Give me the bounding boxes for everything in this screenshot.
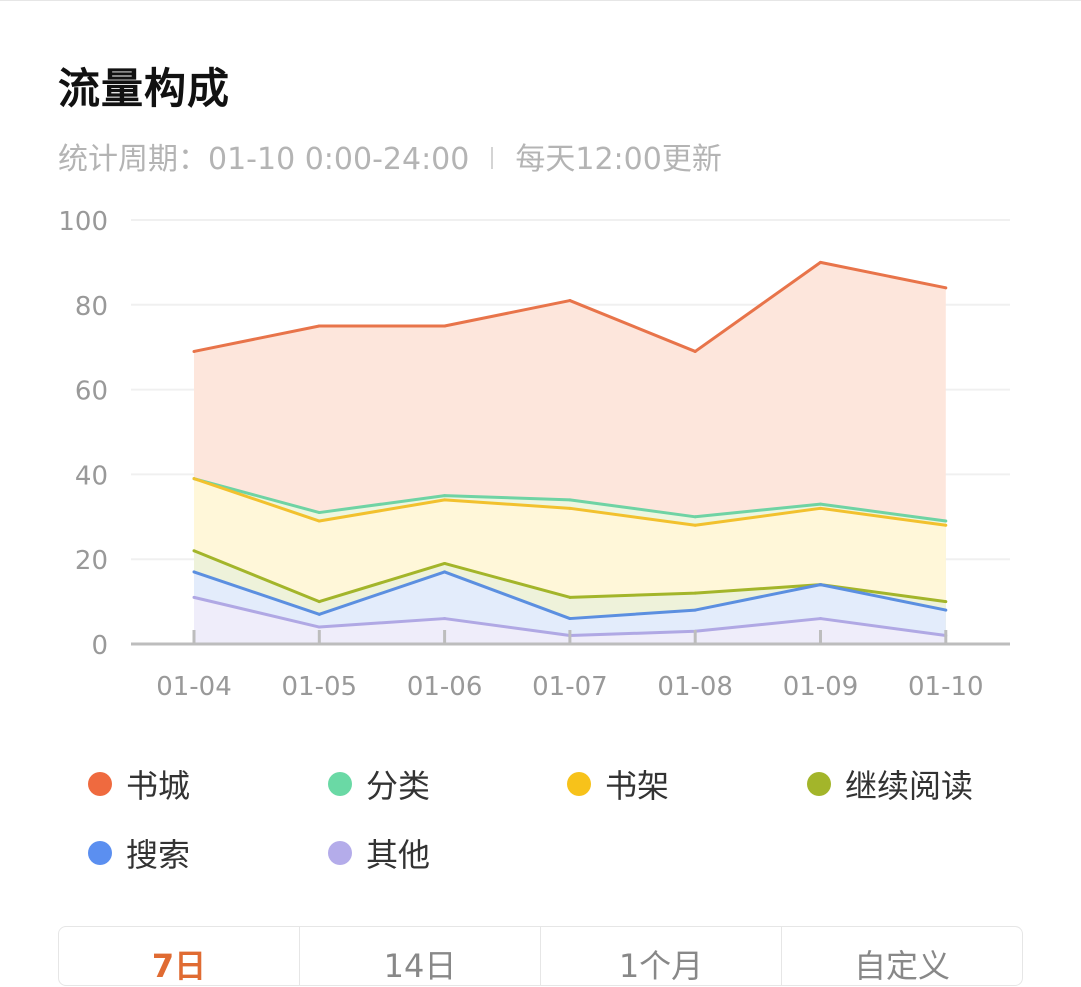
point-series-4-0: [192, 570, 196, 574]
x-tick-label-0: 01-04: [156, 672, 232, 702]
legend-dot-sousuo: [88, 841, 112, 865]
point-series-4-1: [317, 612, 321, 616]
point-series-0-6: [944, 286, 948, 290]
point-series-3-2: [443, 561, 447, 565]
x-tick-label-6: 01-10: [908, 672, 984, 702]
area-fill-series-5: [194, 597, 946, 644]
point-series-2-2: [443, 498, 447, 502]
point-series-0-4: [693, 349, 697, 353]
y-tick-label-20: 20: [75, 546, 108, 576]
point-series-1-3: [568, 498, 572, 502]
point-series-4-2: [443, 570, 447, 574]
point-series-5-1: [317, 625, 321, 629]
legend-dot-jixuyuedu: [807, 772, 831, 796]
tab-1-month[interactable]: 1个月: [541, 927, 782, 985]
point-series-4-3: [568, 617, 572, 621]
legend-label-fenlei: 分类: [366, 767, 431, 805]
tab-custom[interactable]: 自定义: [853, 947, 950, 985]
x-tick-label-3: 01-07: [532, 672, 608, 702]
x-tick-label-4: 01-08: [657, 672, 733, 702]
point-series-3-1: [317, 600, 321, 604]
point-series-2-3: [568, 506, 572, 510]
y-tick-label-60: 60: [75, 377, 108, 407]
legend-label-qita: 其他: [366, 836, 431, 874]
legend-item-sousuo[interactable]: 搜索: [88, 829, 190, 877]
legend-dot-qita: [328, 841, 352, 865]
stats-period-text: 统计周期：01-10 0:00-24:00: [58, 142, 470, 177]
top-divider: [0, 0, 1081, 1]
legend-dot-shucheng: [88, 772, 112, 796]
point-series-3-6: [944, 600, 948, 604]
tab-7-days[interactable]: 7日: [59, 927, 300, 985]
point-series-2-6: [944, 523, 948, 527]
legend-label-shujia: 书架: [605, 767, 670, 805]
point-series-1-2: [443, 494, 447, 498]
point-series-3-3: [568, 595, 572, 599]
point-series-1-4: [693, 515, 697, 519]
subtitle-separator: [491, 146, 494, 169]
point-series-5-5: [819, 617, 822, 621]
point-series-2-5: [819, 506, 822, 510]
legend-item-shucheng[interactable]: 书城: [88, 760, 190, 808]
point-series-0-2: [443, 324, 447, 328]
point-series-2-4: [693, 523, 697, 527]
y-tick-label-0: 0: [91, 631, 108, 661]
period-tabs: 7日 14日 1个月 自定义: [58, 926, 1023, 986]
point-series-2-1: [317, 519, 321, 523]
point-series-1-1: [317, 511, 321, 515]
legend-dot-fenlei: [328, 772, 352, 796]
y-tick-label-40: 40: [75, 461, 108, 491]
legend-item-fenlei[interactable]: 分类: [328, 760, 430, 808]
point-series-2-0: [192, 477, 196, 481]
point-series-0-0: [192, 349, 196, 353]
point-series-4-4: [693, 608, 697, 612]
x-tick-label-2: 01-06: [407, 672, 483, 702]
legend-item-qita[interactable]: 其他: [328, 829, 430, 877]
legend-item-shujia[interactable]: 书架: [567, 760, 669, 808]
point-series-0-1: [317, 324, 321, 328]
legend-label-sousuo: 搜索: [126, 836, 191, 874]
y-tick-label-100: 100: [58, 207, 108, 237]
tab-14-days[interactable]: 14日: [300, 927, 541, 985]
point-series-4-5: [819, 583, 822, 587]
x-tick-label-5: 01-09: [783, 672, 859, 702]
stats-period-subtitle: 统计周期：01-10 0:00-24:00 每天12:00更新: [58, 134, 722, 178]
legend-label-jixuyuedu: 继续阅读: [845, 767, 974, 805]
point-series-0-5: [819, 260, 822, 264]
legend-item-jixuyuedu[interactable]: 继续阅读: [807, 760, 973, 808]
point-series-1-6: [944, 519, 948, 523]
point-series-5-0: [192, 595, 196, 599]
point-series-3-4: [693, 591, 697, 595]
x-tick-label-1: 01-05: [282, 672, 358, 702]
legend-label-shucheng: 书城: [126, 767, 191, 805]
page-title: 流量构成: [58, 64, 231, 113]
point-series-4-6: [944, 608, 948, 612]
point-series-5-2: [443, 617, 447, 621]
y-tick-label-80: 80: [75, 292, 108, 322]
traffic-area-chart: 0 20 40 60 80 100 01-04 01-05 01-06 01-07 01-08 01-…: [58, 207, 1010, 702]
point-series-3-0: [192, 549, 196, 553]
point-series-1-5: [819, 502, 822, 506]
point-series-0-3: [568, 299, 572, 303]
legend-dot-shujia: [567, 772, 591, 796]
update-time-text: 每天12:00更新: [515, 142, 722, 177]
